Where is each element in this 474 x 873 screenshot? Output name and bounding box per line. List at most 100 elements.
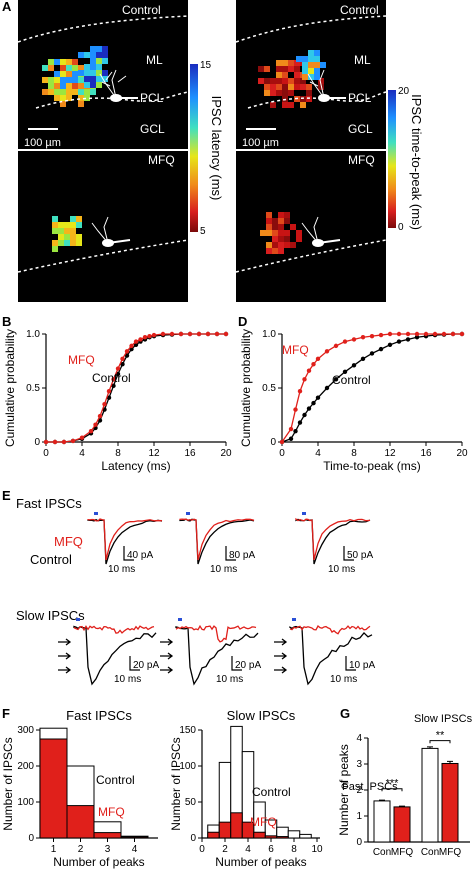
data-point-control [378, 346, 384, 352]
x-axis-label: Number of peaks [215, 855, 306, 869]
data-point-control [387, 342, 393, 347]
data-point-mfq [414, 331, 420, 337]
bar-mfq [253, 831, 266, 839]
data-point-mfq [360, 335, 366, 340]
heatmap-cell [60, 95, 66, 101]
arrow-icon [58, 638, 72, 646]
heatmap-cells-control [42, 46, 108, 107]
data-point-mfq [351, 337, 357, 342]
data-point-mfq [459, 331, 465, 337]
error-bar [447, 760, 453, 764]
data-point-control [405, 337, 411, 342]
series-line-control [281, 333, 462, 443]
heatmap-cell [58, 240, 64, 246]
x-tick-label: 0 [43, 448, 49, 459]
heatmap-cell [102, 46, 108, 52]
heatmap-cell [294, 60, 300, 66]
control-trace [87, 518, 163, 565]
heatmap-cell [294, 66, 300, 72]
data-point-control [351, 363, 357, 368]
heatmap-cell [282, 90, 288, 96]
scale-time-label: 10 ms [210, 564, 237, 575]
fast-ipscs-title: Fast IPSCs [16, 496, 82, 511]
heatmap-cell [60, 77, 66, 83]
heatmap-cell [288, 90, 294, 96]
heatmap-cell [66, 89, 72, 95]
y-tick-label: 1 [356, 811, 362, 822]
data-point-mfq [43, 439, 49, 445]
summary-bar [441, 762, 459, 843]
heatmap-cell [52, 246, 58, 252]
heatmap-cell [260, 230, 266, 236]
bar-mfq [66, 805, 95, 839]
scale-amplitude-label: 10 pA [349, 660, 375, 671]
data-point-mfq [293, 407, 298, 412]
data-point-mfq [306, 368, 312, 373]
data-point-mfq [315, 356, 321, 362]
significance-bracket [429, 740, 451, 744]
heatmap-cell [306, 90, 312, 96]
series-line-mfq [281, 333, 462, 443]
heatmap-cell [54, 59, 60, 65]
y-tick-label: 150 [179, 725, 196, 736]
heatmap-cell [96, 64, 102, 70]
heatmap-cell [264, 78, 270, 84]
data-point-mfq [79, 435, 85, 440]
significance-bracket [381, 788, 403, 792]
heatmap-cell [76, 216, 82, 222]
heatmap-cell [102, 58, 108, 64]
y-tick-label: 2 [356, 785, 362, 796]
bar-mfq [207, 831, 220, 839]
arrow-icon [58, 666, 72, 674]
legend-control-label: Control [30, 552, 72, 567]
scale-bar [231, 656, 242, 671]
heatmap-cell [270, 102, 276, 108]
legend-mfq-label: MFQ [54, 534, 83, 549]
panel-letter-d: D [238, 314, 248, 329]
heatmap-cells-control [258, 50, 326, 108]
control-trace [289, 625, 373, 686]
heatmap-cell [320, 62, 326, 68]
x-tick-label: 1 [51, 844, 57, 855]
data-point-mfq [432, 331, 438, 337]
heatmap-cell [84, 52, 90, 58]
heatmap-cell [90, 76, 96, 82]
x-tick-label: 20 [456, 448, 468, 459]
data-point-control [106, 395, 112, 400]
y-tick-label: 200 [17, 761, 34, 772]
error-bar [379, 799, 385, 801]
data-point-mfq [342, 339, 348, 344]
heatmap-cell [84, 82, 90, 88]
arrow-icon [58, 652, 72, 660]
scale-bar [225, 546, 236, 561]
y-tick-label: 1.0 [262, 329, 276, 340]
scale-bar [123, 546, 134, 561]
heatmap-cell [96, 82, 102, 88]
data-point-mfq [129, 343, 134, 349]
y-tick-label: 100 [179, 761, 196, 772]
heatmap-cell [78, 83, 84, 89]
heatmap-cell [78, 77, 84, 83]
heatmap-cell [272, 248, 278, 254]
heatmap-cell [90, 52, 96, 58]
colorbar-min-label: 5 [200, 226, 206, 237]
purkinje-cell-drawing [307, 69, 346, 102]
heatmap-cell [306, 96, 312, 102]
y-tick-label: 0 [190, 833, 196, 844]
heatmap-cell [288, 84, 294, 90]
annotation-mfq: MFQ [250, 815, 277, 829]
panel-letter-b: B [2, 314, 12, 329]
y-tick-label: 300 [17, 725, 34, 736]
heatmap-cell [282, 78, 288, 84]
mfq-trace [179, 518, 255, 561]
data-point-mfq [93, 422, 98, 427]
control-trace [175, 626, 259, 686]
data-point-mfq [97, 413, 103, 419]
scale-bar-label: 100 µm [242, 137, 279, 149]
heatmap-cell [48, 65, 54, 71]
stim-marker [76, 618, 80, 621]
heatmap-cell [64, 222, 70, 228]
heatmap-cell [300, 84, 306, 90]
stim-marker [178, 618, 182, 621]
group-label-slow: Slow IPSCs [414, 713, 473, 725]
